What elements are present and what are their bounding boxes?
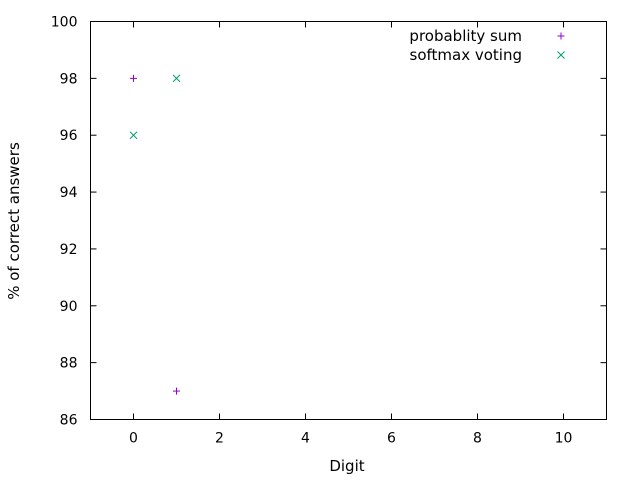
x-tick-label: 0 <box>129 431 138 447</box>
data-point-series-1-2 <box>173 387 180 395</box>
plot-area <box>90 21 607 420</box>
y-tick-label: 88 <box>60 356 78 372</box>
y-axis-label: % of correct answers <box>5 142 23 300</box>
x-tick-label: 8 <box>473 431 482 447</box>
data-point-series-1-1 <box>130 74 137 82</box>
y-tick-label: 100 <box>51 15 78 31</box>
x-tick-label: 6 <box>387 431 396 447</box>
x-tick-label: 10 <box>555 431 573 447</box>
legend-label-2: softmax voting <box>410 46 522 64</box>
marks-layer <box>129 74 181 395</box>
x-tick-label: 2 <box>215 431 224 447</box>
legend-marker-1 <box>557 32 565 40</box>
y-tick-label: 86 <box>60 413 78 429</box>
data-point-series-2-1 <box>129 131 138 140</box>
data-point-series-2-2 <box>172 74 181 83</box>
y-tick-label: 90 <box>60 299 78 315</box>
y-tick-label: 94 <box>60 185 78 201</box>
y-tick-label: 96 <box>60 128 78 144</box>
y-tick-label: 98 <box>60 71 78 87</box>
legend-marker-2 <box>557 51 565 59</box>
x-tick-label: 4 <box>301 431 310 447</box>
y-tick-label: 92 <box>60 242 78 258</box>
x-axis-label: Digit <box>329 457 364 475</box>
legend-label-1: probablity sum <box>409 27 522 45</box>
ticks-layer: 0 2 4 6 8 10 86 88 90 92 94 96 98 100 <box>51 15 607 447</box>
